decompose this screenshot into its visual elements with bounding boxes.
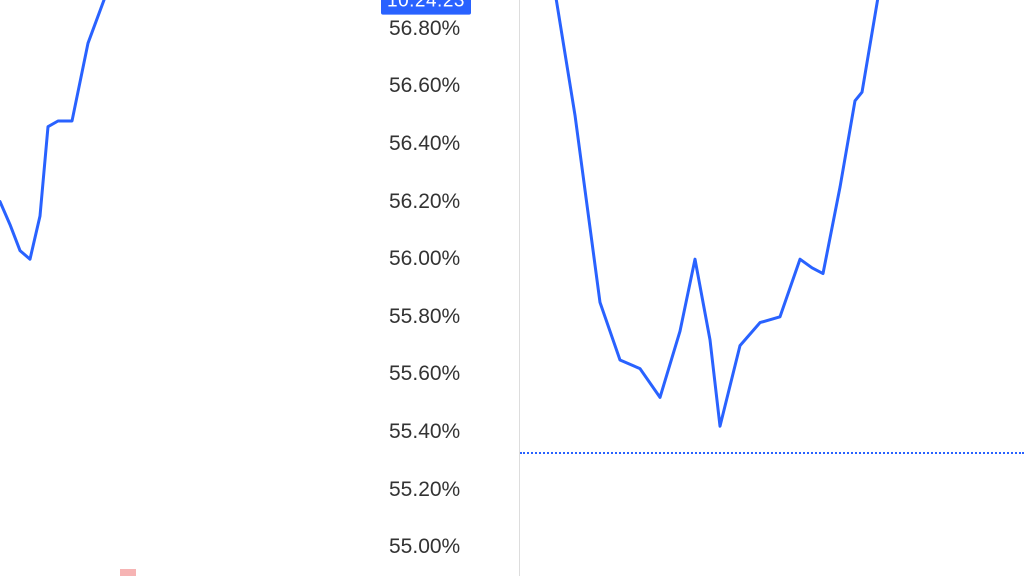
series-left-path xyxy=(0,0,104,259)
y-axis-label: 56.00% xyxy=(389,247,460,271)
y-axis-label: 55.60% xyxy=(389,362,460,386)
y-axis-label: 55.40% xyxy=(389,420,460,444)
y-axis-label: 55.00% xyxy=(389,535,460,559)
series-right-path xyxy=(554,0,880,426)
y-axis-label: 55.20% xyxy=(389,478,460,502)
chart-svg xyxy=(0,0,1024,576)
y-axis-label: 56.80% xyxy=(389,17,460,41)
time-badge: 10:24:23 xyxy=(381,0,471,14)
y-axis-label: 55.80% xyxy=(389,305,460,329)
time-badge-text: 10:24:23 xyxy=(387,0,465,12)
y-axis-label: 56.60% xyxy=(389,74,460,98)
percent-line-chart[interactable]: 56.80% 56.60% 56.40% 56.20% 56.00% 55.80% 55.6… xyxy=(0,0,1024,576)
y-axis-label: 56.20% xyxy=(389,190,460,214)
y-axis-label: 56.40% xyxy=(389,132,460,156)
